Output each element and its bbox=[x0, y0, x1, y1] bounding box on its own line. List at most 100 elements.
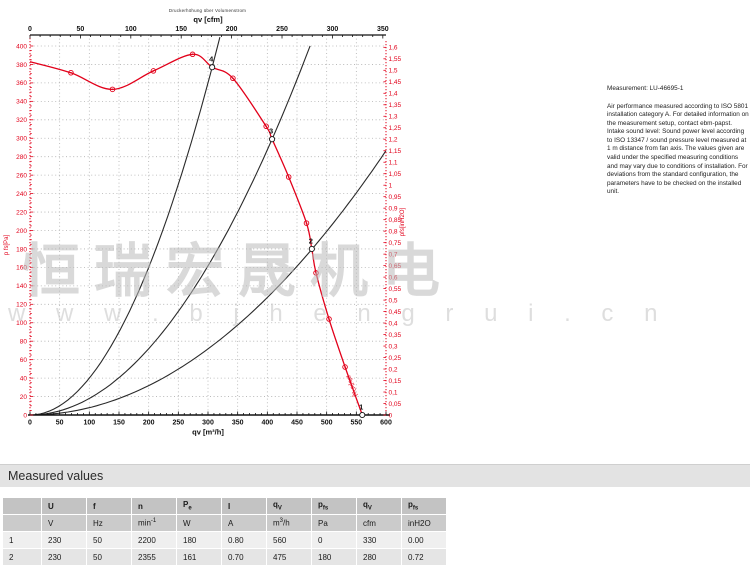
bottom-axis-tick-label: 50 bbox=[56, 420, 64, 427]
system-curve bbox=[29, 45, 311, 416]
table-cell: 2355 bbox=[132, 549, 176, 565]
fan-curve-data-point-center bbox=[265, 125, 267, 128]
table-cell: 280 bbox=[357, 549, 401, 565]
fan-curve-data-point-center bbox=[305, 222, 308, 224]
table-cell: 0.00 bbox=[402, 532, 446, 548]
table-cell: m3/h bbox=[267, 515, 311, 531]
right-axis-tick-label: 1,05 bbox=[389, 171, 402, 178]
bottom-axis-tick-label: 350 bbox=[232, 420, 244, 427]
top-axis-tick-label: 300 bbox=[327, 26, 339, 33]
right-axis-tick-label: 0,9 bbox=[389, 205, 398, 212]
left-axis-tick-label: 140 bbox=[16, 283, 27, 290]
left-axis-tick-label: 340 bbox=[16, 99, 27, 106]
right-axis-tick-label: 0,35 bbox=[389, 332, 402, 339]
right-axis-tick-label: 0,6 bbox=[389, 274, 398, 281]
table-cell bbox=[3, 515, 41, 531]
measurement-body: Air performance measured according to IS… bbox=[607, 102, 749, 196]
fan-curve-data-point bbox=[230, 75, 236, 82]
operating-point-label: 1 bbox=[359, 403, 363, 412]
table-cell: 2 bbox=[3, 549, 41, 565]
fan-curve-data-point bbox=[109, 86, 116, 93]
table-cell: 560 bbox=[267, 532, 311, 548]
bottom-axis-tick-label: 250 bbox=[172, 420, 184, 427]
left-axis-tick-label: 60 bbox=[20, 357, 28, 364]
table-cell: U bbox=[42, 498, 86, 514]
table-cell: cfm bbox=[357, 515, 401, 531]
left-axis-tick-label: 100 bbox=[16, 320, 27, 327]
table-cell: Pa bbox=[312, 515, 356, 531]
fan-curve-data-point bbox=[68, 70, 74, 76]
top-axis-tick-label: 150 bbox=[175, 26, 187, 33]
fan-curve-data-point-center bbox=[152, 70, 155, 72]
right-axis-tick-label: 0,1 bbox=[389, 389, 398, 396]
left-axis-tick-label: 320 bbox=[16, 117, 27, 124]
right-axis-tick-label: 1,25 bbox=[389, 125, 402, 132]
table-cell: Pe bbox=[177, 498, 221, 514]
air-performance-chart: Druckerhöhung über Volumenstrom 0 50 100 15… bbox=[0, 0, 420, 455]
table-cell: min-1 bbox=[132, 515, 176, 531]
table-cell: 230 bbox=[42, 532, 86, 548]
top-axis-title: qv [cfm] bbox=[193, 15, 223, 24]
table-cell: 180 bbox=[312, 549, 356, 565]
table-cell: W bbox=[177, 515, 221, 531]
table-cell: qV bbox=[267, 498, 311, 514]
left-axis-tick-label: 20 bbox=[20, 394, 28, 401]
left-axis-tick-label: 260 bbox=[16, 172, 27, 179]
fan-curve-data-point-center bbox=[232, 77, 234, 80]
right-axis-tick-label: 1,1 bbox=[389, 160, 398, 167]
bottom-axis-tick-label: 300 bbox=[202, 420, 214, 427]
measurement-note: Measurement: LU-46695-1 Air performance … bbox=[607, 85, 749, 197]
right-axis-tick-label: 1,4 bbox=[389, 91, 398, 98]
fan-curve-data-point bbox=[263, 123, 269, 130]
table-cell: 0.80 bbox=[222, 532, 266, 548]
left-axis-tick-label: 360 bbox=[16, 80, 27, 87]
table-cell: f bbox=[87, 498, 131, 514]
fan-curve-data-point-center bbox=[191, 53, 194, 56]
fan-curve-data-point-center bbox=[315, 272, 317, 274]
right-axis-tick-label: 1,45 bbox=[389, 79, 402, 86]
fan-curve-data-point-center bbox=[111, 88, 114, 91]
table-cell: 1 bbox=[3, 532, 41, 548]
fan-curve-data-point bbox=[313, 270, 319, 276]
top-axis-tick-label: 100 bbox=[125, 26, 137, 33]
left-axis-tick-label: 120 bbox=[16, 302, 27, 309]
bottom-axis-tick-label: 550 bbox=[350, 420, 362, 427]
operating-point-marker bbox=[209, 64, 216, 71]
right-axis-tick-label: 0,95 bbox=[389, 194, 402, 201]
right-axis-tick-label: 0,7 bbox=[389, 251, 398, 258]
operating-point-marker bbox=[359, 411, 366, 419]
right-axis-tick-label: 1,6 bbox=[389, 45, 398, 52]
table-cell: qV bbox=[357, 498, 401, 514]
table-row: 1 230 50 2200 180 0.80 560 0 330 0.00 bbox=[3, 532, 446, 548]
table-cell: pfs bbox=[312, 498, 356, 514]
operating-point-label: 2 bbox=[309, 236, 313, 245]
left-axis-tick-label: 180 bbox=[16, 246, 27, 253]
fan-curve-data-point-center bbox=[70, 71, 72, 74]
right-axis-title: pfs[inH2O] bbox=[400, 208, 406, 237]
bottom-axis-tick-label: 600 bbox=[380, 420, 392, 427]
table-cell: Hz bbox=[87, 515, 131, 531]
right-axis-tick-label: 0,05 bbox=[389, 401, 402, 408]
fan-curve-data-point-center bbox=[328, 318, 330, 320]
operating-point-marker bbox=[308, 245, 315, 252]
table-cell: 0 bbox=[312, 532, 356, 548]
right-axis-tick-label: 0 bbox=[389, 412, 393, 419]
top-axis-tick-label: 250 bbox=[276, 26, 288, 33]
fan-curve-data-point bbox=[303, 220, 310, 226]
right-axis-tick-label: 0,25 bbox=[389, 355, 402, 362]
left-axis-tick-label: 220 bbox=[16, 209, 27, 216]
right-axis-tick-label: 0,2 bbox=[389, 366, 398, 373]
fan-curve-data-point bbox=[326, 316, 332, 322]
right-axis-tick-label: 0,15 bbox=[389, 378, 402, 385]
right-axis-tick-label: 0,3 bbox=[389, 343, 398, 350]
left-axis-tick-label: 380 bbox=[16, 62, 27, 69]
left-axis-title: p fs[Pa] bbox=[4, 234, 10, 255]
measurement-title: Measurement: LU-46695-1 bbox=[607, 85, 684, 92]
table-cell: 330 bbox=[357, 532, 401, 548]
table-cell: V bbox=[42, 515, 86, 531]
bottom-axis-tick-label: 150 bbox=[113, 420, 125, 427]
fan-curve bbox=[29, 53, 363, 416]
table-cell: I bbox=[222, 498, 266, 514]
fan-curve-data-point bbox=[285, 174, 292, 180]
